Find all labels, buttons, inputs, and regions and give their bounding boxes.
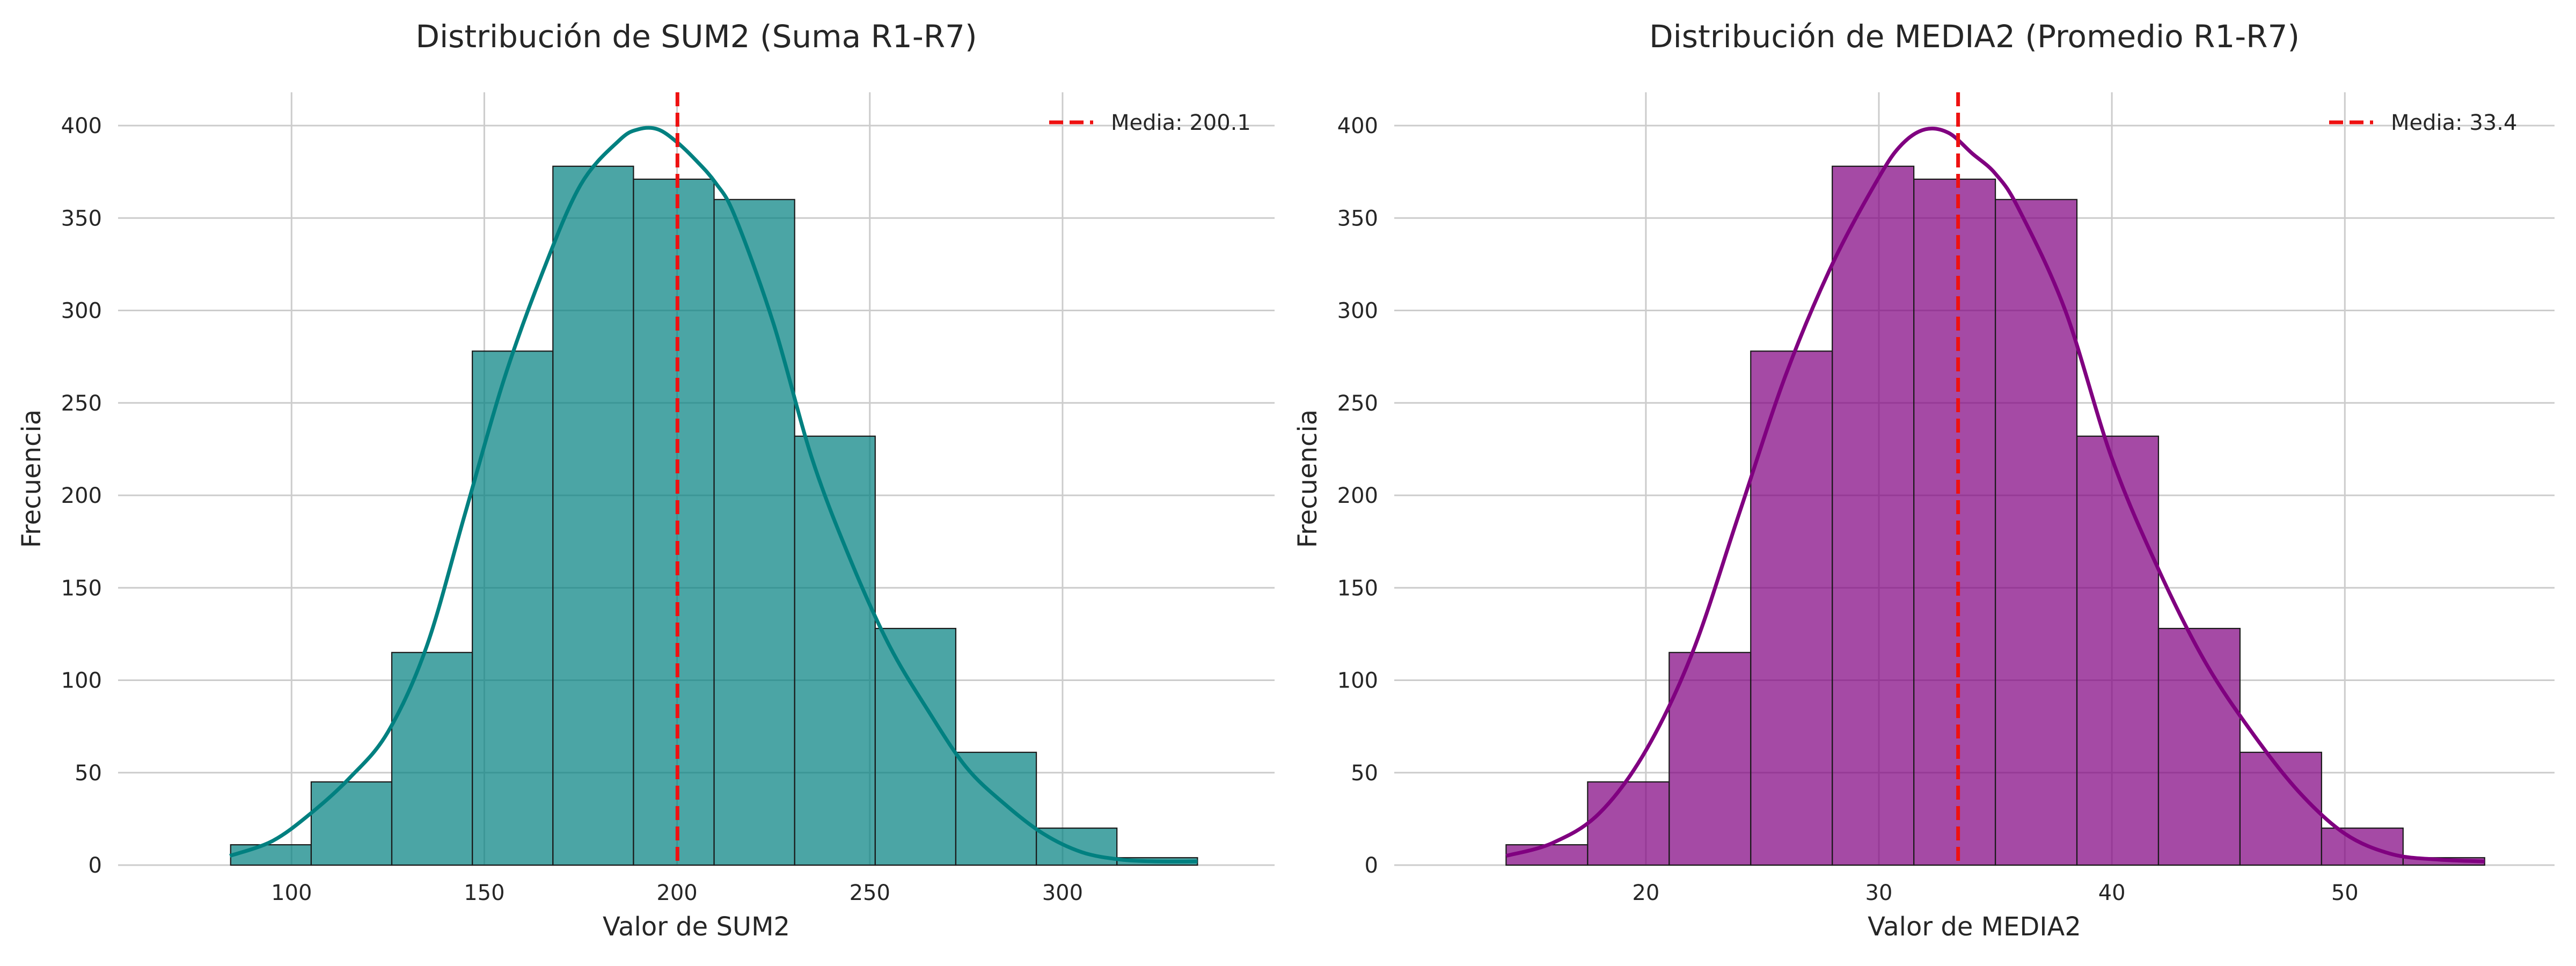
y-tick-label: 400 xyxy=(61,114,102,138)
histogram-bar xyxy=(2321,828,2404,866)
chart-title: Distribución de SUM2 (Suma R1-R7) xyxy=(415,18,977,55)
legend: Media: 33.4 xyxy=(2329,111,2517,135)
y-tick-label: 50 xyxy=(75,761,102,786)
histogram-bar xyxy=(1750,350,1833,866)
y-axis-label: Frecuencia xyxy=(17,409,47,548)
x-tick-label: 20 xyxy=(1632,881,1659,905)
histogram-bar xyxy=(633,178,715,866)
histogram-bar xyxy=(472,350,554,866)
y-tick-label: 150 xyxy=(61,576,102,601)
y-tick-label: 100 xyxy=(1337,669,1378,693)
y-tick-label: 200 xyxy=(61,484,102,508)
x-tick-label: 150 xyxy=(464,881,504,905)
histogram-bar xyxy=(230,844,312,866)
x-tick-label: 40 xyxy=(2098,881,2126,905)
x-tick-label: 100 xyxy=(271,881,312,905)
histogram-bar xyxy=(713,199,795,866)
y-tick-label: 350 xyxy=(1337,206,1378,231)
histogram-bar xyxy=(1913,178,1996,866)
histogram-bar xyxy=(2157,627,2241,866)
x-tick-label: 30 xyxy=(1865,881,1893,905)
legend-label: Media: 200.1 xyxy=(1111,111,1251,135)
y-tick-label: 0 xyxy=(89,853,102,878)
chart-panel-1: 0 50 100 150 200 250 300 350 400 100 150 200 250 300 M… xyxy=(17,18,1275,942)
kde-curve xyxy=(1505,126,2485,863)
legend-label: Media: 33.4 xyxy=(2391,111,2517,135)
histogram-bar xyxy=(552,165,634,866)
histogram-bar xyxy=(955,751,1037,866)
x-axis-label: Valor de SUM2 xyxy=(603,912,790,942)
histogram-bar xyxy=(1587,781,1670,866)
histogram-bar xyxy=(1035,828,1118,866)
histogram-bar xyxy=(391,652,473,866)
y-tick-label: 100 xyxy=(61,669,102,693)
y-tick-label: 0 xyxy=(1365,853,1378,878)
histogram-bar xyxy=(794,435,876,866)
x-tick-label: 50 xyxy=(2331,881,2359,905)
y-tick-label: 300 xyxy=(1337,299,1378,324)
histogram-bar xyxy=(2076,435,2160,866)
y-tick-label: 50 xyxy=(1351,761,1378,786)
legend: Media: 200.1 xyxy=(1049,111,1251,135)
y-tick-label: 350 xyxy=(61,206,102,231)
x-axis-label: Valor de MEDIA2 xyxy=(1868,912,2081,942)
histogram-bar xyxy=(1668,652,1752,866)
y-tick-label: 250 xyxy=(61,391,102,416)
histogram-bar xyxy=(1832,165,1915,866)
y-tick-label: 150 xyxy=(1337,576,1378,601)
y-tick-label: 400 xyxy=(1337,114,1378,138)
x-tick-label: 300 xyxy=(1042,881,1083,905)
x-tick-label: 200 xyxy=(656,881,697,905)
histogram-bar xyxy=(310,781,393,866)
histogram-bar xyxy=(1505,844,1589,866)
y-tick-label: 300 xyxy=(61,299,102,324)
kde-curve xyxy=(229,126,1198,863)
chart-title: Distribución de MEDIA2 (Promedio R1-R7) xyxy=(1649,18,2300,55)
chart-panel-2: 0 50 100 150 200 250 300 350 400 20 30 40 50 Media: 3… xyxy=(1293,18,2555,942)
histogram-bar xyxy=(1994,199,2078,866)
x-tick-label: 250 xyxy=(850,881,890,905)
y-tick-label: 250 xyxy=(1337,391,1378,416)
y-tick-label: 200 xyxy=(1337,484,1378,508)
histogram-bar xyxy=(874,627,957,866)
y-axis-label: Frecuencia xyxy=(1293,409,1323,548)
